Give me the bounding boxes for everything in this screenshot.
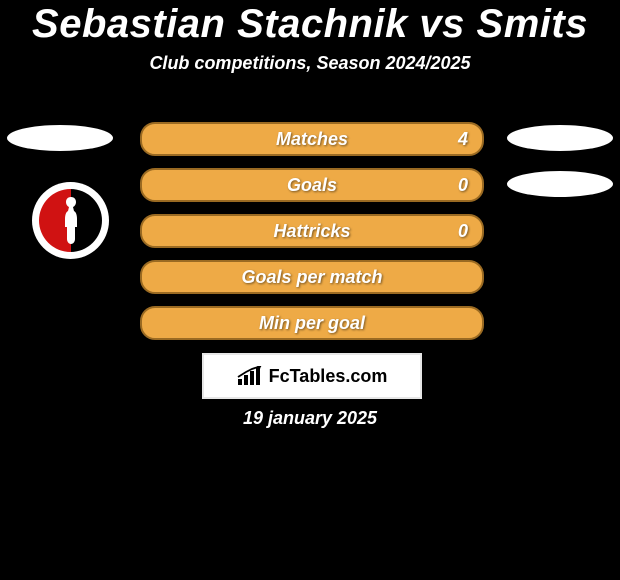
stat-label: Min per goal (259, 313, 365, 334)
brand-text: FcTables.com (269, 366, 388, 387)
stat-label: Goals (287, 175, 337, 196)
stat-row: Matches 4 (0, 110, 620, 156)
stat-value: 0 (458, 221, 468, 242)
page-title: Sebastian Stachnik vs Smits (32, 2, 588, 46)
stat-label: Hattricks (273, 221, 350, 242)
stat-value: 4 (458, 129, 468, 150)
stat-pill: Goals 0 (140, 168, 484, 202)
stat-pill: Matches 4 (140, 122, 484, 156)
right-value-ellipse (507, 125, 613, 151)
date-row: 19 january 2025 (0, 408, 620, 429)
stat-row: Hattricks 0 (0, 202, 620, 248)
page-subtitle: Club competitions, Season 2024/2025 (149, 53, 470, 73)
stats-area: Matches 4 Goals 0 Hattricks 0 Goals per match M… (0, 110, 620, 340)
date-text: 19 january 2025 (243, 408, 377, 428)
stat-row: Min per goal (0, 294, 620, 340)
stat-row: Goals per match (0, 248, 620, 294)
stat-row: Goals 0 (0, 156, 620, 202)
bar-chart-icon (237, 366, 263, 386)
infographic-root: Sebastian Stachnik vs Smits Club competi… (0, 0, 620, 580)
stat-pill: Hattricks 0 (140, 214, 484, 248)
subtitle-row: Club competitions, Season 2024/2025 (0, 53, 620, 74)
brand-box: FcTables.com (202, 353, 422, 399)
stat-pill: Min per goal (140, 306, 484, 340)
right-value-ellipse (507, 171, 613, 197)
stat-label: Matches (276, 129, 348, 150)
title-row: Sebastian Stachnik vs Smits (0, 0, 620, 47)
stat-value: 0 (458, 175, 468, 196)
left-value-ellipse (7, 125, 113, 151)
stat-pill: Goals per match (140, 260, 484, 294)
stat-label: Goals per match (241, 267, 382, 288)
